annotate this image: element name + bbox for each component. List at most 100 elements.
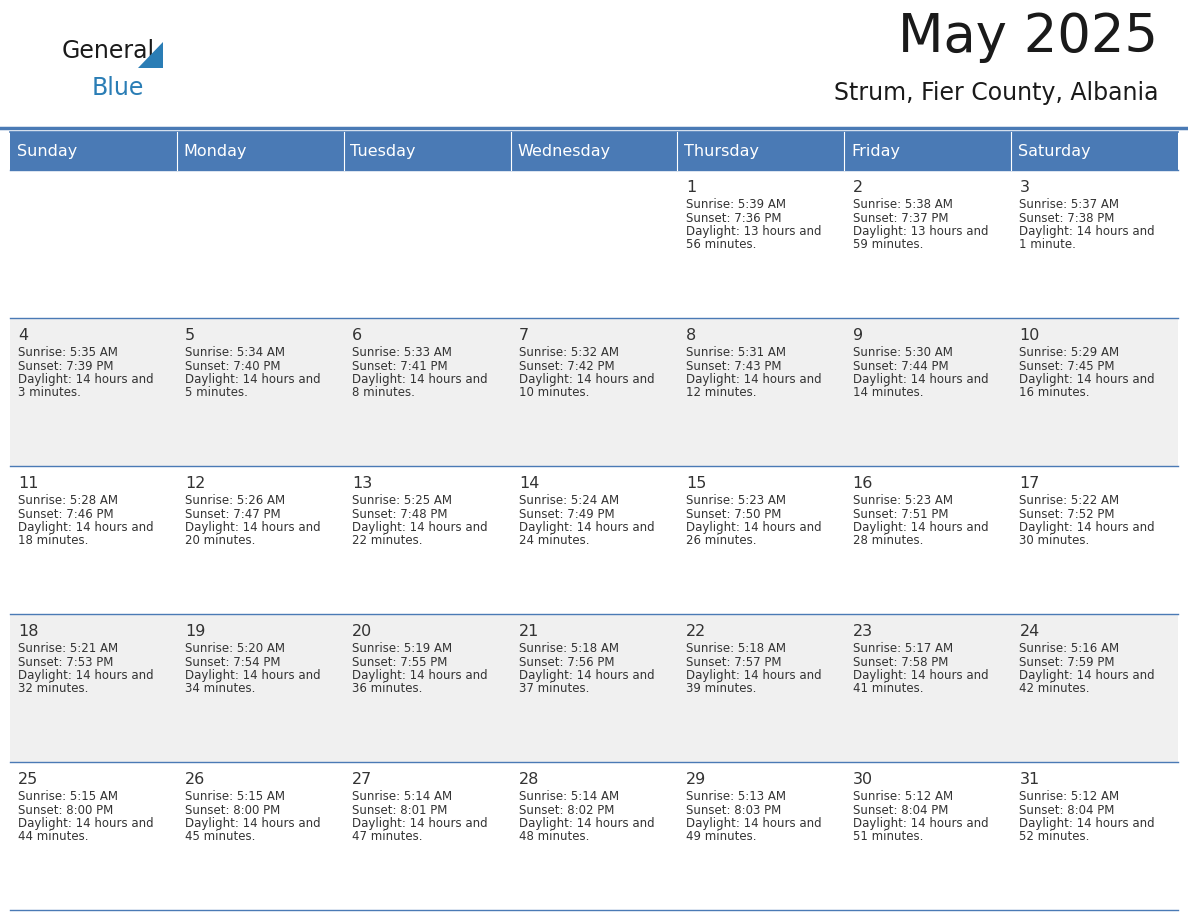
Text: Sunrise: 5:30 AM: Sunrise: 5:30 AM: [853, 346, 953, 359]
Text: 2: 2: [853, 180, 862, 195]
Text: Sunset: 8:00 PM: Sunset: 8:00 PM: [18, 803, 114, 816]
Text: 11: 11: [18, 476, 39, 491]
Text: 39 minutes.: 39 minutes.: [685, 682, 756, 696]
Text: 22 minutes.: 22 minutes.: [352, 534, 423, 547]
Text: Sunrise: 5:12 AM: Sunrise: 5:12 AM: [853, 790, 953, 803]
Bar: [10, 614, 1178, 762]
Text: 25: 25: [18, 772, 38, 787]
Text: Sunrise: 5:23 AM: Sunrise: 5:23 AM: [853, 494, 953, 507]
Text: Daylight: 14 hours and: Daylight: 14 hours and: [685, 817, 821, 830]
Bar: [845, 132, 1011, 170]
Text: Daylight: 14 hours and: Daylight: 14 hours and: [519, 521, 655, 534]
Text: Sunrise: 5:31 AM: Sunrise: 5:31 AM: [685, 346, 785, 359]
Text: 52 minutes.: 52 minutes.: [1019, 831, 1089, 844]
Text: 24: 24: [1019, 624, 1040, 639]
Text: Sunset: 7:43 PM: Sunset: 7:43 PM: [685, 360, 782, 373]
Text: Sunset: 7:59 PM: Sunset: 7:59 PM: [1019, 655, 1116, 668]
Text: Daylight: 14 hours and: Daylight: 14 hours and: [853, 669, 988, 682]
Text: Daylight: 14 hours and: Daylight: 14 hours and: [853, 373, 988, 386]
Text: 12 minutes.: 12 minutes.: [685, 386, 757, 399]
Text: 29: 29: [685, 772, 706, 787]
Text: Sunset: 8:00 PM: Sunset: 8:00 PM: [185, 803, 280, 816]
Text: 26: 26: [185, 772, 206, 787]
Text: Sunset: 8:01 PM: Sunset: 8:01 PM: [352, 803, 448, 816]
Text: 27: 27: [352, 772, 372, 787]
Text: 1 minute.: 1 minute.: [1019, 239, 1076, 252]
Text: 18: 18: [18, 624, 39, 639]
Text: Monday: Monday: [183, 144, 247, 159]
Text: 26 minutes.: 26 minutes.: [685, 534, 757, 547]
Text: 23: 23: [853, 624, 873, 639]
Text: 7: 7: [519, 328, 529, 343]
Text: 30: 30: [853, 772, 873, 787]
Text: Sunset: 7:48 PM: Sunset: 7:48 PM: [352, 508, 448, 521]
Text: 47 minutes.: 47 minutes.: [352, 831, 423, 844]
Text: Sunset: 7:42 PM: Sunset: 7:42 PM: [519, 360, 614, 373]
Text: 4: 4: [18, 328, 29, 343]
Bar: [1011, 132, 1178, 170]
Text: 41 minutes.: 41 minutes.: [853, 682, 923, 696]
Text: Sunset: 7:55 PM: Sunset: 7:55 PM: [352, 655, 448, 668]
Text: Sunrise: 5:39 AM: Sunrise: 5:39 AM: [685, 198, 785, 211]
Text: Sunrise: 5:25 AM: Sunrise: 5:25 AM: [352, 494, 453, 507]
Text: Tuesday: Tuesday: [350, 144, 416, 159]
Text: Daylight: 13 hours and: Daylight: 13 hours and: [853, 225, 988, 238]
Text: 8: 8: [685, 328, 696, 343]
Text: Sunrise: 5:22 AM: Sunrise: 5:22 AM: [1019, 494, 1119, 507]
Text: Sunrise: 5:32 AM: Sunrise: 5:32 AM: [519, 346, 619, 359]
Text: Sunset: 7:58 PM: Sunset: 7:58 PM: [853, 655, 948, 668]
Text: 21: 21: [519, 624, 539, 639]
Text: 32 minutes.: 32 minutes.: [18, 682, 89, 696]
Text: Sunrise: 5:18 AM: Sunrise: 5:18 AM: [519, 642, 619, 655]
Text: 18 minutes.: 18 minutes.: [18, 534, 89, 547]
Text: Sunset: 8:02 PM: Sunset: 8:02 PM: [519, 803, 614, 816]
Text: 8 minutes.: 8 minutes.: [352, 386, 415, 399]
Text: 37 minutes.: 37 minutes.: [519, 682, 589, 696]
Text: 10: 10: [1019, 328, 1040, 343]
Bar: [10, 318, 1178, 466]
Text: Daylight: 14 hours and: Daylight: 14 hours and: [352, 373, 488, 386]
Text: 5: 5: [185, 328, 195, 343]
Text: General: General: [62, 39, 156, 63]
Text: Sunset: 7:49 PM: Sunset: 7:49 PM: [519, 508, 614, 521]
Text: Sunrise: 5:35 AM: Sunrise: 5:35 AM: [18, 346, 119, 359]
Text: Wednesday: Wednesday: [517, 144, 611, 159]
Text: 19: 19: [185, 624, 206, 639]
Text: 13: 13: [352, 476, 372, 491]
Text: 24 minutes.: 24 minutes.: [519, 534, 589, 547]
Text: Sunrise: 5:16 AM: Sunrise: 5:16 AM: [1019, 642, 1119, 655]
Text: Sunrise: 5:33 AM: Sunrise: 5:33 AM: [352, 346, 451, 359]
Text: Sunset: 7:51 PM: Sunset: 7:51 PM: [853, 508, 948, 521]
Text: 45 minutes.: 45 minutes.: [185, 831, 255, 844]
Text: 49 minutes.: 49 minutes.: [685, 831, 757, 844]
Text: 36 minutes.: 36 minutes.: [352, 682, 423, 696]
Text: Sunrise: 5:15 AM: Sunrise: 5:15 AM: [185, 790, 285, 803]
Text: Daylight: 14 hours and: Daylight: 14 hours and: [1019, 521, 1155, 534]
Text: Sunset: 8:04 PM: Sunset: 8:04 PM: [853, 803, 948, 816]
Text: 5 minutes.: 5 minutes.: [185, 386, 248, 399]
Text: Sunrise: 5:38 AM: Sunrise: 5:38 AM: [853, 198, 953, 211]
Text: Sunset: 7:54 PM: Sunset: 7:54 PM: [185, 655, 280, 668]
Text: Sunrise: 5:26 AM: Sunrise: 5:26 AM: [185, 494, 285, 507]
Text: Daylight: 14 hours and: Daylight: 14 hours and: [519, 373, 655, 386]
Text: Daylight: 14 hours and: Daylight: 14 hours and: [18, 817, 154, 830]
Text: Daylight: 14 hours and: Daylight: 14 hours and: [18, 373, 154, 386]
Text: Sunset: 8:03 PM: Sunset: 8:03 PM: [685, 803, 781, 816]
Text: Sunset: 7:38 PM: Sunset: 7:38 PM: [1019, 211, 1114, 225]
Text: Sunset: 7:36 PM: Sunset: 7:36 PM: [685, 211, 782, 225]
Text: Sunday: Sunday: [17, 144, 77, 159]
Text: 3 minutes.: 3 minutes.: [18, 386, 81, 399]
Text: 6: 6: [352, 328, 362, 343]
Bar: [10, 762, 1178, 910]
Text: 15: 15: [685, 476, 706, 491]
Text: May 2025: May 2025: [898, 11, 1158, 63]
Text: Sunrise: 5:37 AM: Sunrise: 5:37 AM: [1019, 198, 1119, 211]
Text: Sunset: 7:50 PM: Sunset: 7:50 PM: [685, 508, 782, 521]
Text: 20 minutes.: 20 minutes.: [185, 534, 255, 547]
Text: 16: 16: [853, 476, 873, 491]
Text: Daylight: 14 hours and: Daylight: 14 hours and: [18, 669, 154, 682]
Text: Daylight: 14 hours and: Daylight: 14 hours and: [352, 521, 488, 534]
Text: Sunset: 7:53 PM: Sunset: 7:53 PM: [18, 655, 114, 668]
Text: 22: 22: [685, 624, 706, 639]
Text: 56 minutes.: 56 minutes.: [685, 239, 756, 252]
